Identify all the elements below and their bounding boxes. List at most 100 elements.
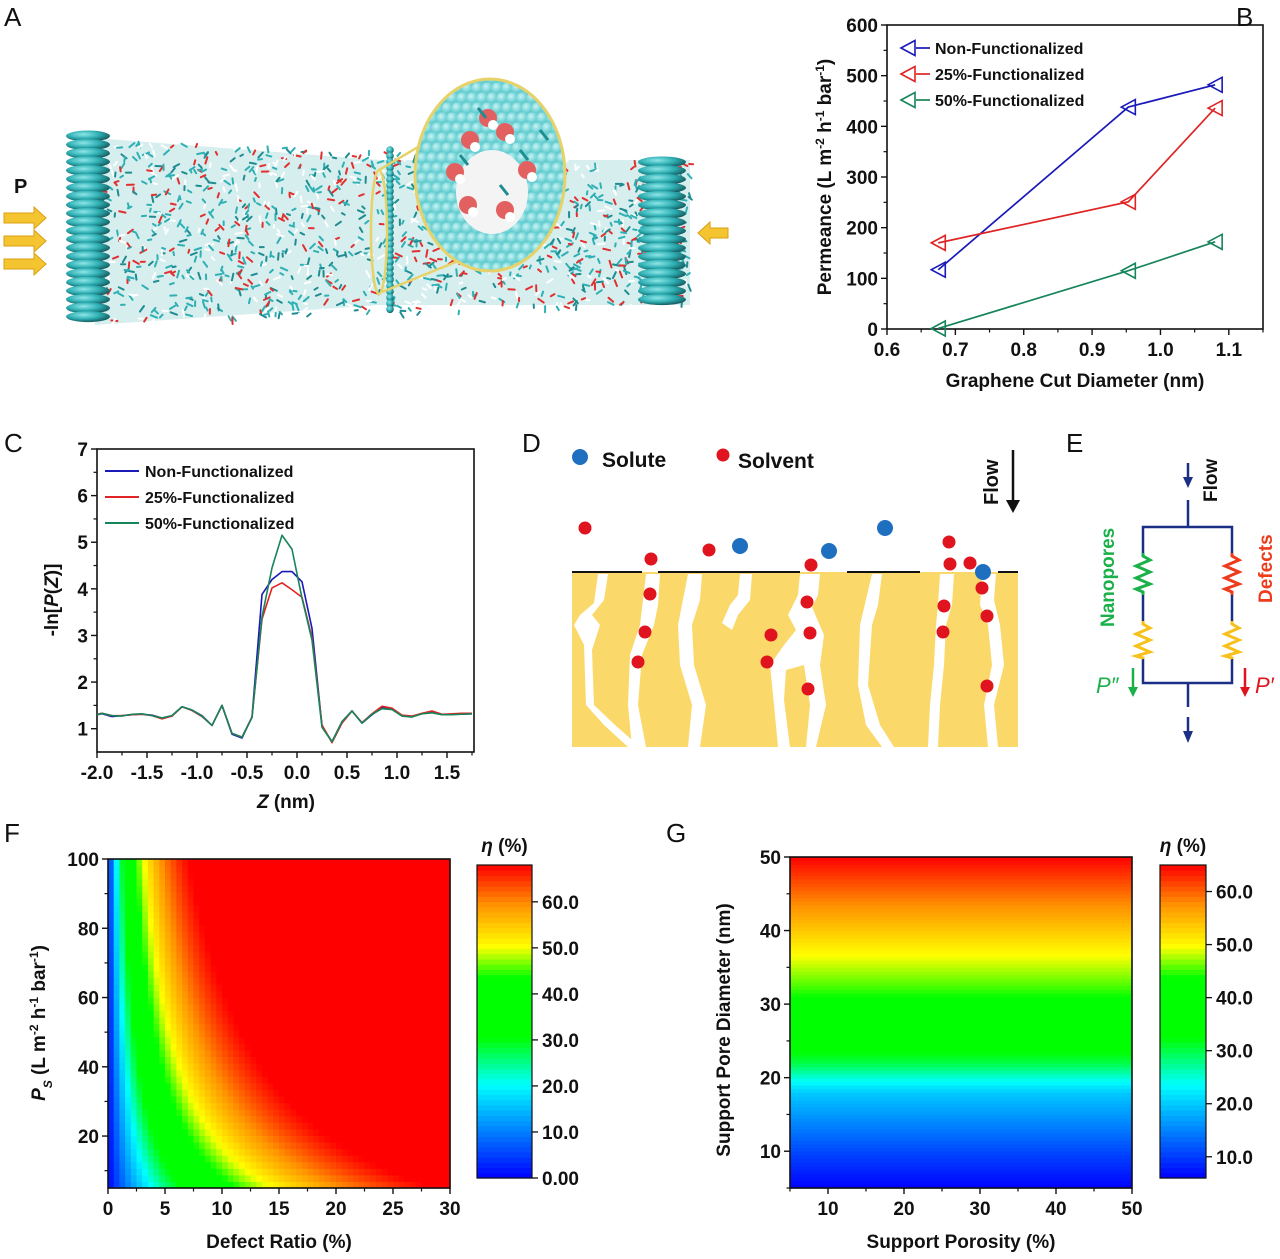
heatmap-cell — [307, 911, 314, 919]
heatmap-cell — [261, 1115, 269, 1123]
heatmap-cell — [113, 891, 120, 900]
heatmap-cell — [301, 911, 309, 919]
heatmap-cell — [387, 1168, 394, 1176]
solvent-particle — [578, 521, 592, 535]
heatmap-cell — [790, 1040, 1132, 1046]
heatmap-cell — [347, 1141, 354, 1150]
heatmap-cell — [193, 1115, 200, 1123]
heatmap-cell — [404, 1109, 411, 1117]
heatmap-cell — [324, 931, 331, 939]
heatmap-cell — [210, 1141, 217, 1150]
heatmap-cell — [347, 1155, 354, 1163]
p-double-prime-arrow-icon — [1128, 668, 1138, 697]
heatmap-cell — [176, 997, 183, 1005]
colorbar-band — [1160, 1037, 1206, 1043]
colorbar-tick-label: 50.0 — [1216, 936, 1253, 957]
heatmap-cell — [159, 1023, 166, 1031]
heatmap-cell — [113, 1168, 120, 1176]
heatmap-cell — [318, 1148, 326, 1156]
heatmap-cell — [147, 1036, 155, 1044]
series-50-functionalized: 50%-Functionalized — [96, 516, 473, 743]
heatmap-cell — [244, 1069, 252, 1077]
heatmap-cell — [113, 990, 120, 998]
heatmap-cell — [336, 1102, 343, 1110]
heatmap-cell — [444, 1056, 451, 1064]
heatmap-cell — [159, 1095, 166, 1104]
heatmap-cell — [125, 970, 132, 979]
heatmap-cell — [336, 1148, 343, 1156]
heatmap-cell — [273, 1089, 280, 1097]
heatmap-cell — [375, 1056, 383, 1064]
heatmap-cell — [341, 1003, 348, 1011]
heatmap-cell — [318, 898, 326, 906]
heatmap-cell — [227, 1082, 234, 1090]
heatmap-cell — [119, 924, 126, 932]
heatmap-cell — [113, 970, 120, 979]
heatmap-cell — [147, 977, 155, 985]
heatmap-cell — [233, 1181, 240, 1189]
x-tick-label: 15 — [268, 1199, 290, 1220]
heatmap-cell — [364, 990, 371, 998]
heatmap-cell — [375, 905, 383, 913]
heatmap-cell — [267, 944, 274, 952]
heatmap-cell — [159, 905, 166, 913]
heatmap-cell — [182, 1016, 189, 1025]
heatmap-cell — [301, 924, 309, 932]
heatmap-cell — [393, 1109, 400, 1117]
heatmap-cell — [119, 990, 126, 998]
heatmap-cell — [165, 1109, 172, 1117]
heatmap-cell — [136, 872, 143, 880]
heatmap-cell — [444, 1122, 451, 1130]
heatmap-cell — [261, 1148, 269, 1156]
heatmap-cell — [307, 1082, 314, 1090]
heatmap-cell — [393, 1122, 400, 1130]
heatmap-cell — [165, 1174, 172, 1183]
heatmap-cell — [176, 1128, 183, 1136]
colorbar-band — [477, 1005, 532, 1012]
heatmap-cell — [301, 1062, 309, 1071]
heatmap-cell — [398, 964, 405, 972]
heatmap-cell — [279, 1056, 286, 1064]
heatmap-cell — [250, 1095, 257, 1104]
heatmap-cell — [364, 1082, 371, 1090]
heatmap-cell — [296, 1161, 303, 1169]
solute-particle — [877, 520, 893, 536]
heatmap-cell — [182, 905, 189, 913]
colorbar-band — [1160, 948, 1206, 955]
heatmap-cell — [222, 1003, 229, 1011]
heatmap-cell — [187, 1030, 195, 1038]
heatmap-cell — [336, 1036, 343, 1044]
heatmap-cell — [199, 911, 206, 919]
heatmap-cell — [370, 1168, 377, 1176]
heatmap-cell — [296, 1095, 303, 1104]
heatmap-cell — [438, 1003, 445, 1011]
heatmap-cell — [438, 1181, 445, 1189]
heatmap-cell — [153, 1168, 160, 1176]
p-prime-arrow-icon — [1240, 668, 1250, 697]
heatmap-cell — [313, 891, 320, 900]
heatmap-cell — [239, 1016, 246, 1025]
heatmap-cell — [136, 1168, 143, 1176]
heatmap-cell — [438, 1161, 445, 1169]
heatmap-cell — [290, 1102, 297, 1110]
colorbar-band — [477, 1052, 532, 1059]
heatmap-cell — [216, 1161, 223, 1169]
heatmap-cell — [444, 1082, 451, 1090]
heatmap-cell — [204, 1174, 212, 1183]
heatmap-cell — [130, 1049, 138, 1057]
heatmap-cell — [108, 937, 115, 946]
heatmap-cell — [427, 898, 434, 906]
heatmap-cell — [279, 1010, 286, 1018]
heatmap-cell — [336, 1049, 343, 1057]
heatmap-cell — [130, 891, 138, 900]
heatmap-cell — [159, 1102, 166, 1110]
heatmap-cell — [313, 1174, 320, 1183]
heatmap-cell — [244, 1181, 252, 1189]
heatmap-cell — [222, 957, 229, 965]
heatmap-cell — [261, 859, 269, 867]
y-tick-label: 40 — [760, 922, 781, 943]
heatmap-cell — [427, 1168, 434, 1176]
heatmap-cell — [125, 905, 132, 913]
heatmap-cell — [204, 937, 212, 946]
heatmap-cell — [398, 1128, 405, 1136]
